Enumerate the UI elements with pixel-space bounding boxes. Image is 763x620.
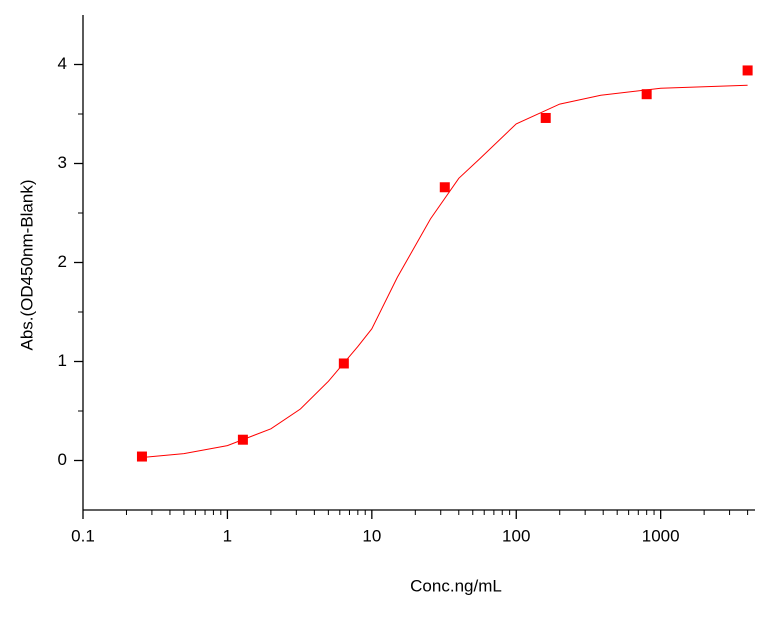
data-point: [439, 182, 450, 193]
y-tick-label: 2: [58, 252, 67, 271]
x-tick-label: 0.1: [71, 526, 95, 545]
data-point: [136, 451, 147, 462]
x-tick-label: 1000: [642, 526, 680, 545]
fit-curve: [141, 84, 748, 458]
x-tick-label: 100: [502, 526, 530, 545]
y-axis-label: Abs.(OD450nm-Blank): [17, 179, 36, 350]
x-tick-label: 10: [362, 526, 381, 545]
y-tick-label: 4: [58, 54, 67, 73]
x-axis-label: Conc.ng/mL: [410, 576, 502, 595]
y-tick-label: 3: [58, 153, 67, 172]
data-point: [540, 112, 551, 123]
y-tick-label: 0: [58, 450, 67, 469]
y-tick-label: 1: [58, 351, 67, 370]
data-point: [742, 65, 753, 76]
x-tick-label: 1: [223, 526, 232, 545]
data-point: [641, 89, 652, 100]
